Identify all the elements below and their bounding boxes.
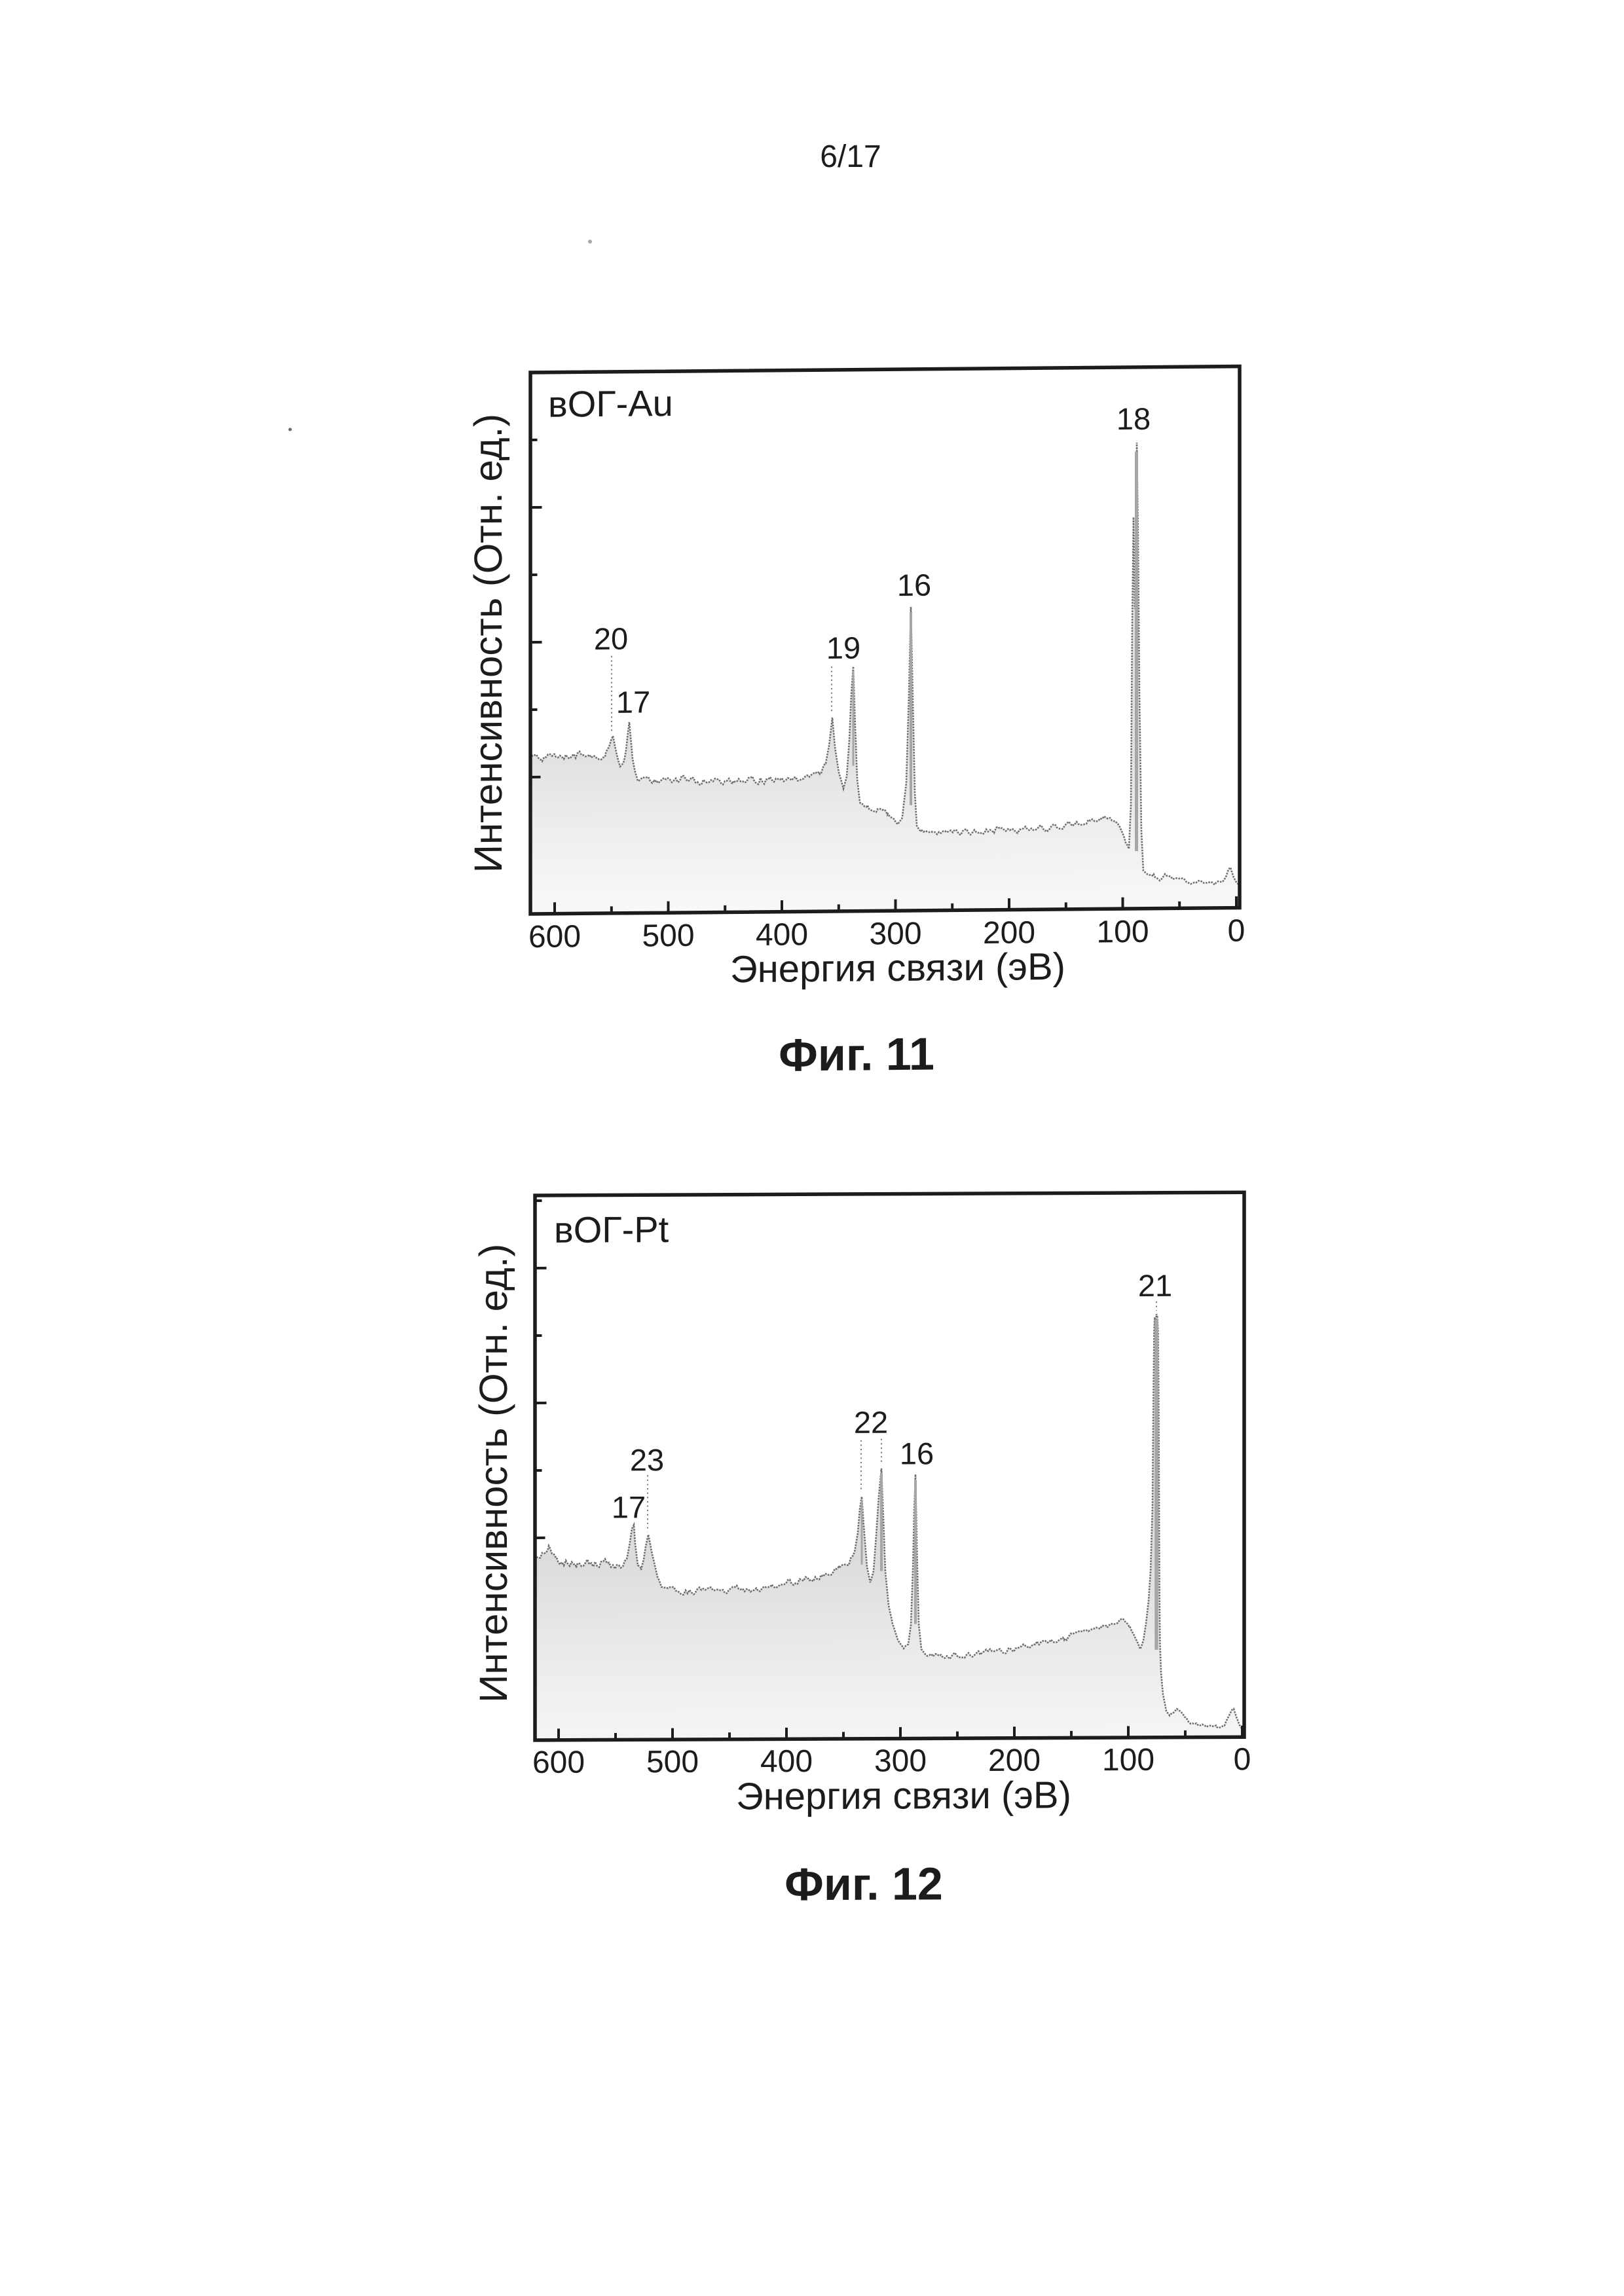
svg-text:Фиг. 12: Фиг. 12: [784, 1858, 943, 1910]
svg-text:400: 400: [756, 917, 808, 953]
svg-text:Интенсивность (Отн. ед.): Интенсивность (Отн. ед.): [471, 1244, 515, 1703]
svg-text:22: 22: [854, 1405, 888, 1440]
svg-text:400: 400: [760, 1744, 813, 1779]
svg-text:500: 500: [646, 1745, 699, 1779]
svg-text:200: 200: [988, 1743, 1041, 1778]
svg-text:0: 0: [1228, 913, 1246, 948]
svg-text:500: 500: [642, 919, 694, 954]
svg-text:вОГ-Au: вОГ-Au: [548, 382, 673, 425]
svg-text:20: 20: [594, 621, 628, 656]
svg-text:200: 200: [983, 915, 1035, 951]
svg-text:17: 17: [616, 684, 650, 719]
svg-text:21: 21: [1138, 1268, 1172, 1303]
svg-text:300: 300: [869, 917, 921, 952]
svg-text:19: 19: [826, 630, 860, 665]
svg-text:17: 17: [612, 1489, 646, 1524]
svg-text:23: 23: [630, 1442, 664, 1477]
svg-text:300: 300: [874, 1743, 927, 1778]
svg-text:вОГ-Pt: вОГ-Pt: [554, 1209, 669, 1250]
svg-text:16: 16: [897, 568, 931, 602]
svg-text:100: 100: [1096, 915, 1149, 950]
svg-text:Энергия связи (эВ): Энергия связи (эВ): [736, 1774, 1071, 1817]
svg-text:Фиг. 11: Фиг. 11: [779, 1029, 934, 1081]
svg-text:Интенсивность (Отн. ед.): Интенсивность (Отн. ед.): [466, 414, 510, 873]
svg-text:100: 100: [1102, 1743, 1154, 1777]
svg-text:600: 600: [532, 1745, 585, 1780]
svg-text:0: 0: [1234, 1742, 1251, 1777]
svg-text:16: 16: [900, 1436, 934, 1470]
svg-text:6/17: 6/17: [820, 139, 881, 174]
svg-text:Энергия связи (эВ): Энергия связи (эВ): [730, 945, 1065, 991]
svg-text:600: 600: [528, 919, 581, 955]
svg-text:18: 18: [1116, 401, 1151, 436]
